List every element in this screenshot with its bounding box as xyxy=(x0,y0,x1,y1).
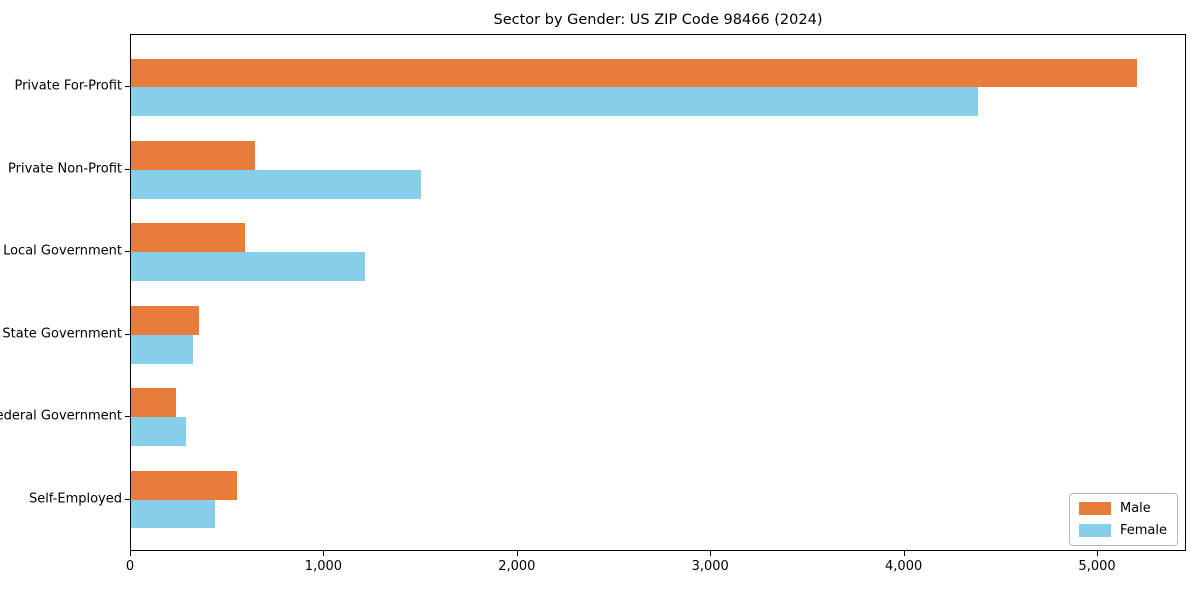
ytick-mark xyxy=(125,251,130,253)
ytick-mark xyxy=(125,168,130,170)
ytick-label-self-employed: Self-Employed xyxy=(28,491,122,507)
ytick-mark xyxy=(125,333,130,335)
xtick-label-5000: 5,000 xyxy=(1078,559,1116,574)
xtick-mark xyxy=(710,551,712,556)
xtick-label-0: 0 xyxy=(125,559,135,574)
xtick-label-2000: 2,000 xyxy=(498,559,536,574)
ytick-mark xyxy=(125,86,130,88)
ytick-label-private-non-profit: Private Non-Profit xyxy=(8,161,122,177)
xtick-label-4000: 4,000 xyxy=(885,559,923,574)
bar-male-self-employed xyxy=(131,470,238,500)
xtick-mark xyxy=(516,551,518,556)
xtick-label-3000: 3,000 xyxy=(691,559,729,574)
bar-female-federal-government xyxy=(131,417,187,447)
bar-male-private-for-profit xyxy=(131,58,1137,88)
xtick-mark xyxy=(323,551,325,556)
ytick-label-state-government: State Government xyxy=(2,326,122,342)
plot-area: Male Female xyxy=(130,34,1186,551)
ytick-label-federal-government: Federal Government xyxy=(0,408,122,424)
bar-female-private-non-profit xyxy=(131,169,422,199)
bar-female-private-for-profit xyxy=(131,87,979,117)
male-legend-label: Male xyxy=(1119,501,1151,516)
bar-female-local-government xyxy=(131,252,366,282)
bar-female-state-government xyxy=(131,334,193,364)
legend-entry-male: Male xyxy=(1078,501,1167,516)
male-legend-swatch xyxy=(1078,502,1111,515)
legend: Male Female xyxy=(1068,493,1178,546)
xtick-mark xyxy=(130,551,131,556)
legend-entry-female: Female xyxy=(1078,523,1167,538)
female-legend-swatch xyxy=(1078,524,1111,537)
bar-female-self-employed xyxy=(131,499,216,529)
ytick-label-local-government: Local Government xyxy=(3,243,122,259)
ytick-mark xyxy=(125,416,130,418)
bar-male-federal-government xyxy=(131,388,177,418)
chart-title: Sector by Gender: US ZIP Code 98466 (202… xyxy=(493,12,823,28)
bar-male-private-non-profit xyxy=(131,140,255,170)
ytick-label-private-for-profit: Private For-Profit xyxy=(14,78,122,94)
xtick-label-1000: 1,000 xyxy=(304,559,343,574)
bar-male-state-government xyxy=(131,305,199,335)
ytick-mark xyxy=(125,498,130,500)
xtick-mark xyxy=(903,551,905,556)
bar-male-local-government xyxy=(131,223,246,253)
xtick-mark xyxy=(1097,551,1099,556)
female-legend-label: Female xyxy=(1119,523,1167,538)
